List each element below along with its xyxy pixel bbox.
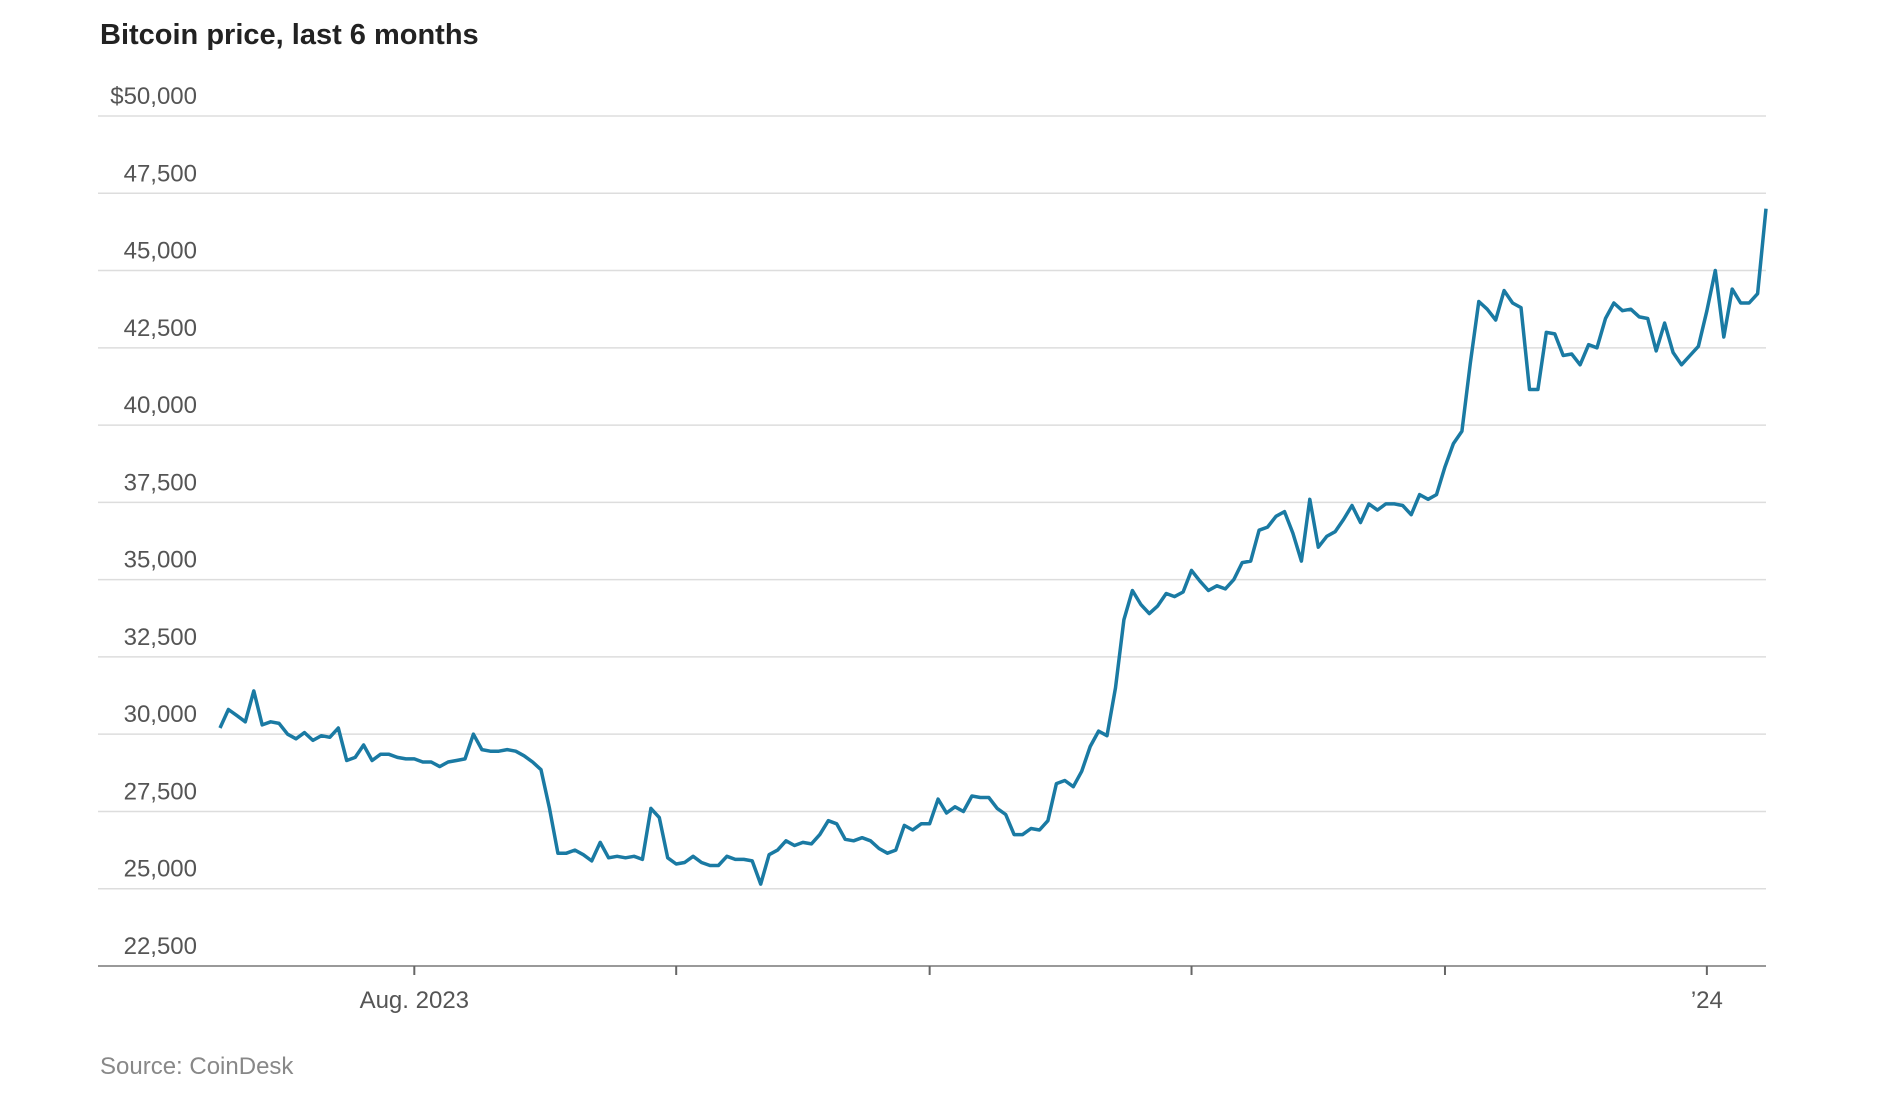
y-tick-label: 40,000 <box>124 392 197 419</box>
y-tick-label: 47,500 <box>124 160 197 187</box>
y-tick-label: 35,000 <box>124 547 197 574</box>
y-tick-label: 37,500 <box>124 469 197 496</box>
y-tick-label: 30,000 <box>124 701 197 728</box>
x-tick-label: ’24 <box>1691 987 1723 1014</box>
x-tick-label: Aug. 2023 <box>360 987 469 1014</box>
y-tick-label: $50,000 <box>110 83 197 110</box>
y-tick-label: 22,500 <box>124 933 197 960</box>
chart-title: Bitcoin price, last 6 months <box>100 19 479 51</box>
y-tick-label: 42,500 <box>124 315 197 342</box>
price-line <box>218 208 1768 886</box>
y-tick-label: 27,500 <box>124 778 197 805</box>
y-tick-label: 45,000 <box>124 238 197 265</box>
source-note: Source: CoinDesk <box>100 1053 294 1080</box>
y-tick-label: 32,500 <box>124 624 197 651</box>
y-tick-label: 25,000 <box>124 856 197 883</box>
